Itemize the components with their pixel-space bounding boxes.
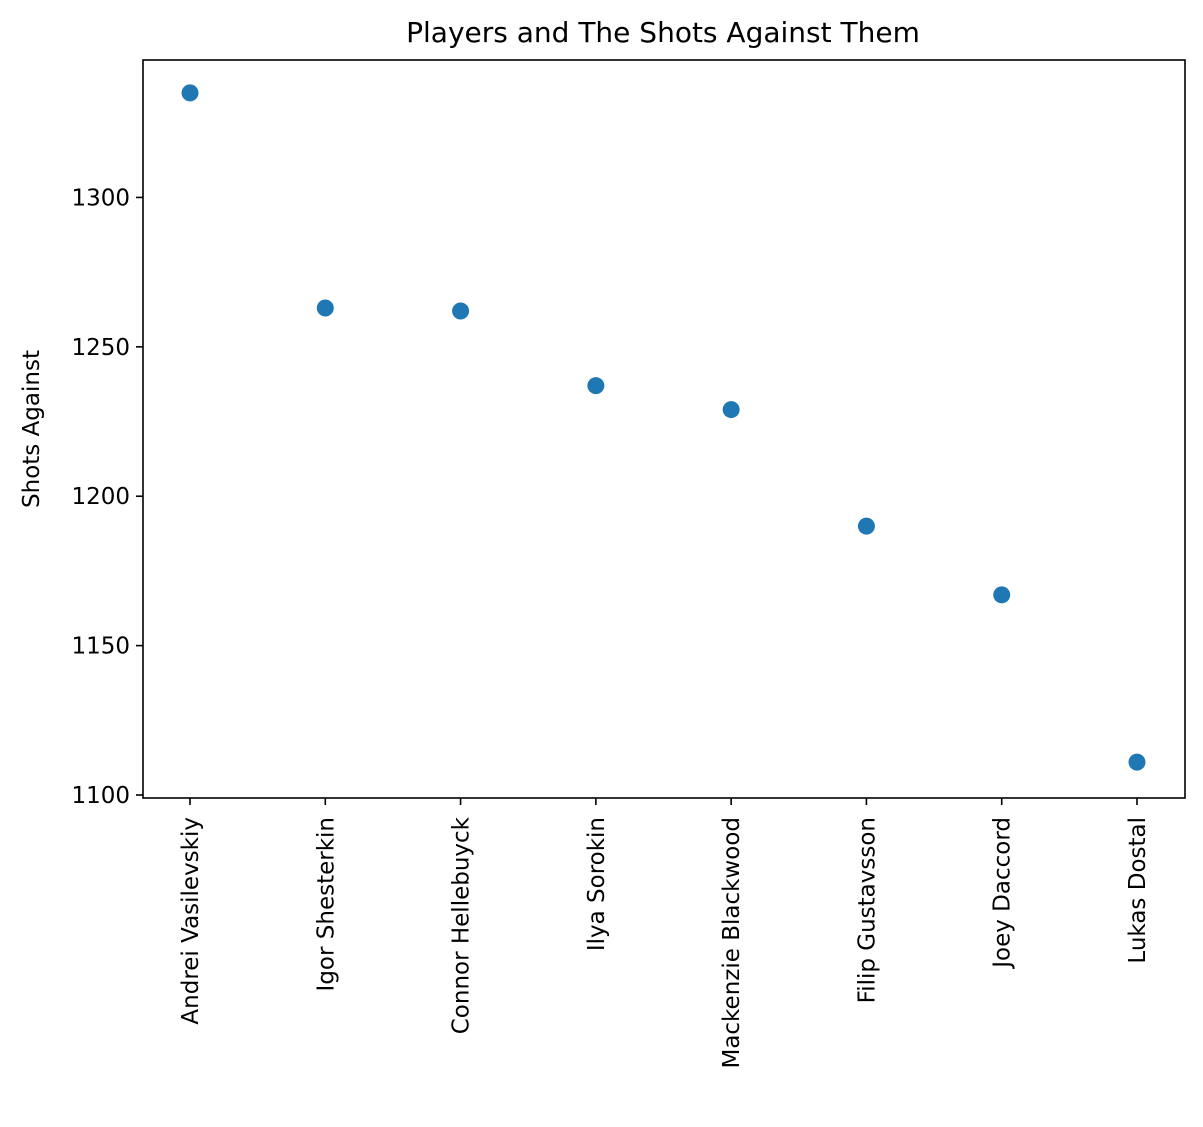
y-tick-label: 1100 (71, 783, 130, 809)
y-axis-ticks: 1100 1150 1200 1250 1300 (71, 185, 143, 809)
data-point (857, 517, 875, 535)
data-point (587, 377, 605, 395)
y-tick-label: 1300 (71, 185, 130, 211)
x-tick-label: Mackenzie Blackwood (719, 817, 745, 1069)
x-axis-ticks: Andrei Vasilevskiy Igor Shesterkin Connor … (178, 798, 1151, 1069)
y-axis-label: Shots Against (19, 350, 45, 508)
data-point (181, 84, 199, 102)
x-tick-label: Filip Gustavsson (854, 817, 880, 1003)
y-tick-label: 1200 (71, 484, 130, 510)
plot-frame (142, 59, 1186, 799)
data-point (1128, 753, 1146, 771)
y-tick-label: 1150 (71, 634, 130, 660)
x-tick-label: Joey Daccord (990, 817, 1016, 970)
y-tick-label: 1250 (71, 335, 130, 361)
chart-title: Players and The Shots Against Them (406, 16, 920, 49)
data-points (181, 84, 1146, 771)
x-tick-label: Ilya Sorokin (584, 817, 610, 951)
x-tick-label: Connor Hellebuyck (449, 816, 475, 1034)
data-point (993, 586, 1011, 604)
x-tick-label: Igor Shesterkin (313, 817, 339, 991)
data-point (452, 302, 470, 320)
x-tick-label: Andrei Vasilevskiy (178, 817, 204, 1025)
x-tick-label: Lukas Dostal (1125, 817, 1151, 964)
data-point (722, 401, 740, 419)
data-point (316, 299, 334, 317)
